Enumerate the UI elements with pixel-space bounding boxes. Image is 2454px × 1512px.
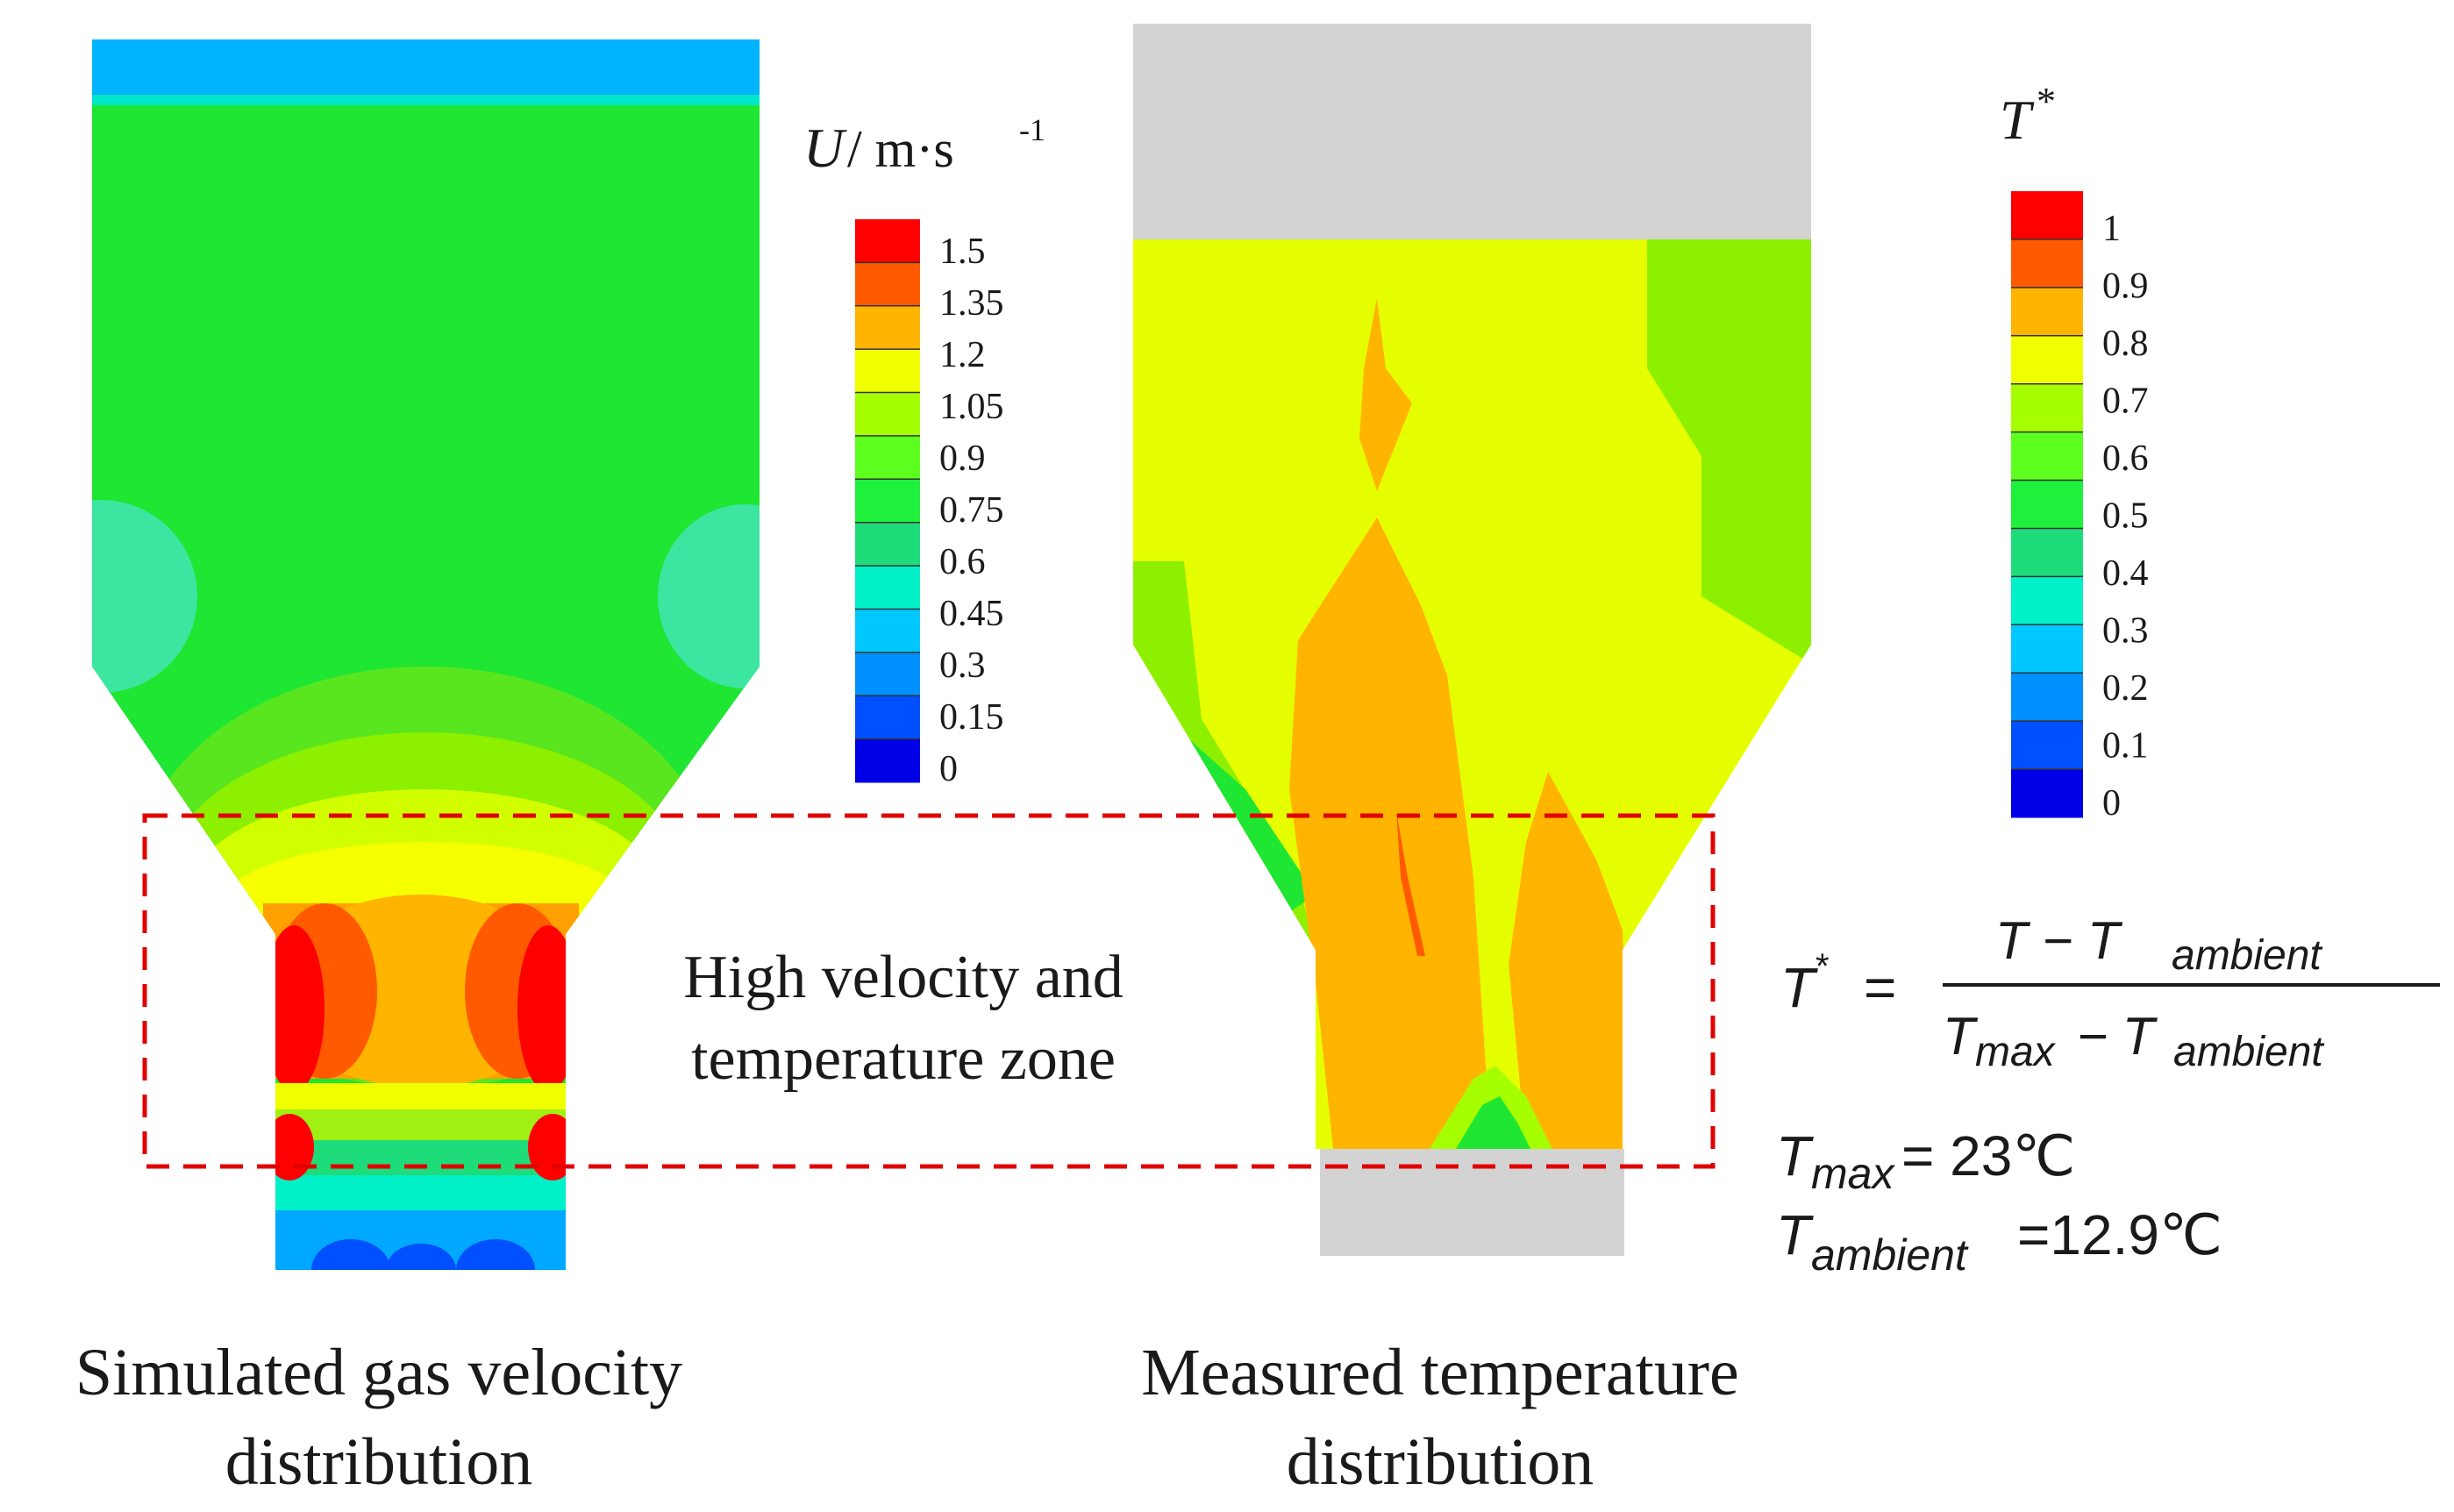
velocity-colorbar-segment [855, 262, 920, 307]
temperature-colorbar-segment [2011, 431, 2083, 481]
temperature-colorbar [2011, 191, 2083, 818]
velocity-colorbar-segment [855, 522, 920, 567]
temperature-colorbar-segment [2011, 769, 2083, 818]
temperature-colorbar-segment [2011, 673, 2083, 722]
velocity-tick-label: 1.2 [939, 335, 986, 375]
normalization-formula: T * = T − T ambient T max − T ambient T … [1776, 911, 2440, 1280]
temperature-ticks: 1 0.9 0.8 0.7 0.6 0.5 0.4 0.3 0.2 0.1 0 [2102, 209, 2149, 824]
high-zone-label-line1: High velocity and [683, 944, 1124, 1011]
temperature-tick-label: 0.9 [2102, 267, 2149, 307]
temperature-colorbar-segment [2011, 721, 2083, 770]
formula-denominator-sub2: ambient [2173, 1029, 2324, 1075]
temperature-contour [1133, 24, 1811, 1256]
formula-lhs: T [1780, 956, 1818, 1019]
formula-numerator: T − T [1995, 911, 2123, 970]
temperature-tick-label: 0.8 [2102, 324, 2149, 364]
tmax-var: T [1776, 1124, 1814, 1187]
temperature-legend-var: T [2000, 89, 2035, 151]
temperature-tick-label: 0.3 [2102, 611, 2149, 652]
tambient-value: =12.9℃ [2017, 1203, 2222, 1266]
temperature-colorbar-segment [2011, 287, 2083, 337]
right-caption-line1: Measured temperature [1141, 1336, 1739, 1409]
velocity-tick-label: 0.75 [939, 490, 1004, 531]
velocity-colorbar-segment [855, 392, 920, 437]
temperature-tick-label: 0.7 [2102, 382, 2149, 422]
temperature-tick-label: 0.1 [2102, 726, 2149, 767]
velocity-colorbar-segment [855, 305, 920, 350]
velocity-legend-exponent: -1 [1019, 112, 1045, 147]
velocity-legend-unit: / m·s [847, 120, 954, 178]
velocity-legend: U / m·s -1 1.5 1.35 1.2 1.05 0.9 0.75 0.6 0.45 0… [803, 112, 1045, 789]
temperature-tick-label: 0.6 [2102, 439, 2149, 479]
velocity-legend-var: U [803, 117, 847, 179]
velocity-colorbar [855, 219, 920, 783]
top-gray-block [1133, 24, 1811, 239]
temperature-colorbar-segment [2011, 576, 2083, 625]
formula-denominator: T [1943, 1007, 1979, 1066]
velocity-colorbar-segment [855, 435, 920, 480]
temperature-tick-label: 0.5 [2102, 496, 2149, 537]
temperature-colorbar-segment [2011, 335, 2083, 385]
velocity-tick-label: 1.5 [939, 232, 986, 272]
formula-lhs-sup: * [1816, 947, 1830, 986]
temperature-colorbar-segment [2011, 624, 2083, 674]
velocity-tick-label: 0.9 [939, 439, 986, 479]
velocity-ticks: 1.5 1.35 1.2 1.05 0.9 0.75 0.6 0.45 0.3 0.15 0 [939, 232, 1004, 789]
left-caption-line2: distribution [225, 1425, 532, 1499]
high-zone-label-line2: temperature zone [691, 1025, 1116, 1093]
formula-denominator-mid: − T [2077, 1007, 2158, 1066]
temperature-colorbar-segment [2011, 239, 2083, 289]
velocity-colorbar-segment [855, 738, 920, 783]
velocity-colorbar-segment [855, 695, 920, 740]
temperature-tick-label: 0.4 [2102, 553, 2149, 594]
velocity-tick-label: 0.15 [939, 697, 1004, 738]
right-caption-line2: distribution [1287, 1425, 1594, 1499]
velocity-tick-label: 0.45 [939, 594, 1004, 634]
velocity-colorbar-segment [855, 652, 920, 696]
velocity-tick-label: 0.6 [939, 542, 986, 582]
formula-numerator-sub: ambient [2172, 932, 2322, 979]
temperature-tick-label: 0 [2102, 783, 2121, 824]
velocity-colorbar-segment [855, 609, 920, 653]
left-caption-line1: Simulated gas velocity [75, 1336, 682, 1409]
velocity-tick-label: 0 [939, 749, 958, 789]
velocity-colorbar-segment [855, 566, 920, 610]
temperature-legend: T * 1 0.9 0.8 0.7 0.6 0.5 0.4 0.3 0.2 0.1 0 [2000, 80, 2149, 824]
velocity-colorbar-segment [855, 479, 920, 524]
tmax-sub: max [1811, 1149, 1895, 1198]
velocity-tick-label: 0.3 [939, 645, 986, 686]
temperature-colorbar-segment [2011, 528, 2083, 577]
temperature-colorbar-segment [2011, 383, 2083, 433]
tambient-sub: ambient [1811, 1230, 1969, 1280]
temperature-tick-label: 1 [2102, 209, 2121, 249]
velocity-tick-label: 1.35 [939, 283, 1004, 324]
formula-denominator-sub1: max [1975, 1029, 2057, 1075]
temperature-tick-label: 0.2 [2102, 668, 2149, 709]
tmax-value: = 23℃ [1901, 1124, 2075, 1187]
formula-equals: = [1864, 956, 1896, 1019]
temperature-colorbar-segment [2011, 480, 2083, 529]
high-zone-box [142, 813, 1716, 1169]
temperature-legend-sup: * [2037, 80, 2056, 123]
temperature-colorbar-segment [2011, 191, 2083, 240]
velocity-colorbar-segment [855, 219, 920, 263]
velocity-tick-label: 1.05 [939, 387, 1004, 427]
velocity-contour [92, 39, 760, 1270]
velocity-colorbar-segment [855, 349, 920, 394]
tambient-var: T [1776, 1203, 1814, 1266]
